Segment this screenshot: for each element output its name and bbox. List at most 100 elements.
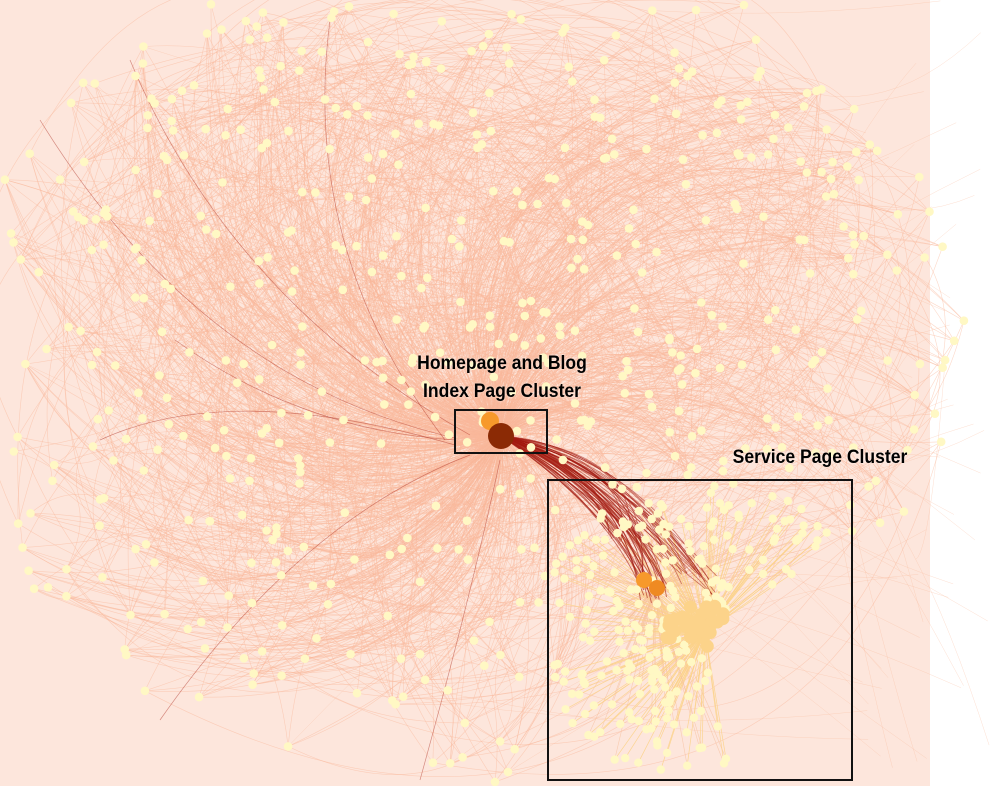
graph-edge — [333, 11, 706, 229]
graph-node — [509, 332, 518, 342]
graph-node — [294, 454, 303, 463]
graph-node — [18, 543, 27, 552]
graph-node — [252, 22, 261, 31]
graph-node — [516, 15, 526, 24]
graph-node — [930, 409, 940, 419]
graph-node — [555, 322, 564, 331]
graph-node — [352, 101, 362, 111]
graph-node — [303, 411, 313, 420]
service-node — [578, 633, 588, 642]
graph-node — [802, 88, 812, 98]
graph-node — [770, 110, 780, 120]
graph-node — [793, 412, 803, 422]
graph-node — [376, 439, 386, 448]
graph-edge — [30, 513, 289, 747]
graph-edge — [425, 186, 818, 426]
graph-node — [909, 425, 919, 434]
graph-edge — [267, 257, 491, 425]
service-node — [653, 670, 663, 679]
graph-edge — [500, 331, 639, 437]
graph-node — [526, 416, 535, 425]
service-node — [745, 545, 754, 554]
service-node — [577, 671, 586, 680]
service-node — [609, 606, 618, 616]
service-core-node — [693, 616, 707, 630]
service-node — [610, 568, 619, 577]
graph-node — [910, 390, 920, 400]
graph-edge — [133, 75, 545, 577]
graph-node — [445, 759, 455, 768]
graph-edge — [574, 239, 801, 409]
graph-edge — [83, 82, 955, 515]
graph-node — [254, 256, 264, 266]
service-node — [615, 637, 624, 646]
service-edge — [572, 587, 656, 724]
graph-node — [579, 264, 589, 274]
graph-node — [249, 669, 258, 678]
graph-edge — [543, 147, 590, 313]
graph-node — [637, 268, 647, 277]
service-node — [596, 514, 605, 523]
service-node — [621, 617, 630, 626]
graph-edge — [144, 447, 854, 778]
graph-node — [121, 650, 131, 660]
service-node — [585, 570, 595, 580]
service-node — [715, 499, 725, 508]
graph-edge — [188, 379, 402, 521]
graph-node — [647, 402, 657, 412]
graph-edge-strong — [419, 459, 501, 781]
service-node — [619, 648, 628, 658]
graph-node — [352, 241, 361, 251]
service-node — [783, 496, 793, 506]
service-edge — [614, 631, 706, 760]
graph-node — [871, 476, 881, 486]
service-node — [647, 611, 657, 620]
graph-edge — [652, 349, 777, 411]
graph-edge — [46, 159, 168, 481]
graph-edge — [500, 129, 827, 437]
graph-node — [533, 199, 542, 209]
graph-node — [552, 435, 561, 444]
graph-node — [100, 209, 109, 218]
graph-node — [398, 692, 408, 701]
graph-node — [406, 387, 416, 396]
graph-edge — [500, 417, 688, 476]
graph-node — [189, 81, 199, 90]
graph-node — [530, 543, 539, 552]
service-node — [625, 675, 634, 684]
graph-edge — [4, 179, 280, 443]
graph-node — [378, 149, 388, 159]
graph-edge — [361, 199, 491, 422]
graph-node — [632, 482, 642, 492]
service-node — [680, 640, 689, 649]
graph-edge — [221, 29, 563, 127]
graph-node — [560, 143, 570, 153]
graph-node — [140, 686, 150, 696]
graph-edge — [500, 368, 679, 437]
graph-node — [550, 505, 560, 515]
graph-node — [287, 226, 296, 235]
graph-node — [391, 129, 400, 139]
graph-edge — [395, 420, 510, 705]
graph-edge — [482, 0, 805, 107]
service-node — [662, 748, 672, 758]
graph-node — [846, 500, 855, 510]
graph-edge — [324, 99, 724, 462]
graph-node — [13, 519, 23, 528]
graph-edge — [134, 46, 303, 327]
graph-edge — [276, 435, 502, 534]
graph-node — [817, 347, 827, 357]
graph-edge — [125, 240, 460, 440]
graph-edge — [350, 90, 817, 655]
graph-edge — [173, 119, 549, 364]
graph-edge — [225, 109, 623, 377]
graph-node — [573, 254, 582, 264]
graph-edge — [448, 273, 777, 363]
graph-node — [652, 247, 661, 257]
graph-node — [147, 94, 156, 103]
hub-service-edge — [500, 435, 714, 587]
graph-node — [936, 437, 946, 447]
graph-node — [454, 545, 464, 554]
graph-edge — [500, 150, 878, 437]
graph-node — [544, 173, 554, 183]
